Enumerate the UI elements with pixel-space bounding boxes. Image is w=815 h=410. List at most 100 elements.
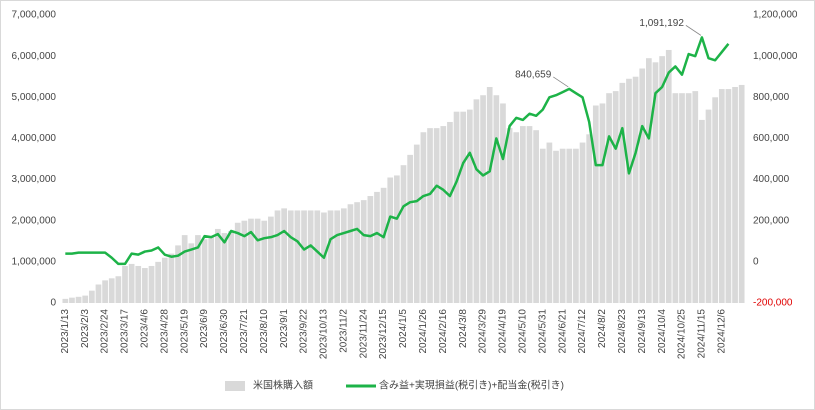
x-tick-label: 2024/3/29: [478, 309, 489, 354]
bar: [665, 49, 672, 303]
bar: [699, 119, 705, 304]
bar: [175, 245, 181, 303]
bar: [652, 62, 659, 303]
bar: [672, 93, 679, 304]
bar: [526, 126, 533, 303]
bar: [122, 265, 128, 303]
bar: [88, 290, 95, 303]
bar: [427, 128, 433, 303]
x-tick-label: 2023/7/21: [239, 309, 250, 354]
bar: [599, 103, 606, 303]
bar: [460, 111, 467, 303]
x-tick-label: 2024/10/4: [657, 309, 668, 354]
bar: [155, 261, 162, 303]
data-label: 840,659: [515, 70, 552, 81]
bar: [645, 58, 652, 304]
bar: [394, 175, 400, 303]
legend-label: 米国株購入額: [253, 379, 313, 392]
bar: [254, 218, 261, 303]
bar: [626, 78, 632, 304]
bar: [294, 210, 301, 303]
x-tick-label: 2024/2/16: [438, 309, 449, 354]
x-tick-label: 2024/1/26: [418, 309, 429, 354]
bar: [513, 132, 520, 303]
y-tick-label: 0: [50, 298, 56, 309]
bar: [453, 111, 460, 303]
bar: [221, 233, 228, 303]
bar: [95, 284, 102, 303]
bar: [347, 204, 354, 303]
x-tick-label: 2024/4/19: [498, 309, 509, 354]
x-tick-label: 2023/6/9: [199, 309, 210, 348]
bar: [135, 265, 142, 303]
bar: [314, 210, 321, 303]
bar: [592, 105, 599, 303]
legend-swatch: [225, 381, 245, 391]
bar: [579, 142, 586, 303]
bar: [69, 297, 75, 303]
bar: [473, 99, 480, 303]
bar: [334, 210, 341, 303]
x-tick-label: 2024/8/2: [597, 309, 608, 348]
y-tick-label: 3,000,000: [12, 174, 57, 185]
bar: [360, 200, 367, 303]
bar: [387, 177, 394, 303]
y2-tick-label: -200,000: [753, 298, 793, 309]
y-tick-label: 6,000,000: [12, 51, 57, 62]
x-tick-label: 2024/3/8: [458, 309, 469, 348]
bar: [62, 298, 69, 303]
bar: [433, 128, 440, 303]
bar: [148, 265, 155, 303]
x-tick-label: 2023/9/1: [279, 309, 290, 348]
bar: [566, 148, 573, 303]
bar: [500, 103, 506, 303]
x-tick-label: 2023/11/2: [338, 309, 349, 353]
bar: [732, 87, 738, 303]
bar: [440, 126, 447, 303]
bar: [486, 87, 493, 303]
bar: [327, 210, 334, 303]
bar: [201, 239, 208, 303]
bar: [287, 210, 294, 303]
bar: [188, 243, 195, 303]
bar: [480, 95, 486, 303]
bar: [685, 93, 692, 304]
annotation-leader: [553, 76, 569, 88]
bar: [228, 231, 234, 303]
bar: [692, 91, 699, 303]
bar: [400, 165, 407, 303]
bar: [632, 76, 639, 303]
bar: [214, 228, 221, 303]
bar: [195, 235, 201, 303]
bar: [75, 296, 82, 303]
bar: [586, 134, 593, 303]
bar: [533, 130, 539, 303]
x-tick-label: 2023/9/22: [299, 309, 310, 354]
x-tick-label: 2024/5/31: [537, 309, 548, 354]
y2-tick-label: 600,000: [753, 133, 790, 144]
bar: [712, 97, 719, 304]
bar: [705, 109, 712, 303]
bar: [234, 222, 241, 303]
legend-label: 含み益+実現損益(税引き)+配当金(税引き): [379, 379, 564, 392]
bar: [354, 202, 360, 303]
bar: [679, 93, 685, 304]
bar: [725, 89, 732, 303]
bar: [82, 295, 89, 303]
x-tick-label: 2023/12/15: [378, 309, 389, 359]
x-tick-label: 2023/5/19: [179, 309, 190, 354]
bar: [420, 132, 427, 303]
bar: [539, 148, 546, 303]
x-tick-label: 2024/12/6: [716, 309, 727, 354]
bar: [168, 253, 175, 303]
bar: [380, 187, 387, 303]
bar: [738, 84, 745, 303]
line: [65, 36, 730, 266]
bar: [612, 91, 619, 303]
bar: [248, 218, 254, 303]
x-tick-label: 2023/4/6: [140, 309, 151, 348]
bar: [367, 196, 374, 303]
x-tick-label: 2023/3/17: [120, 309, 131, 354]
bar: [301, 210, 307, 303]
